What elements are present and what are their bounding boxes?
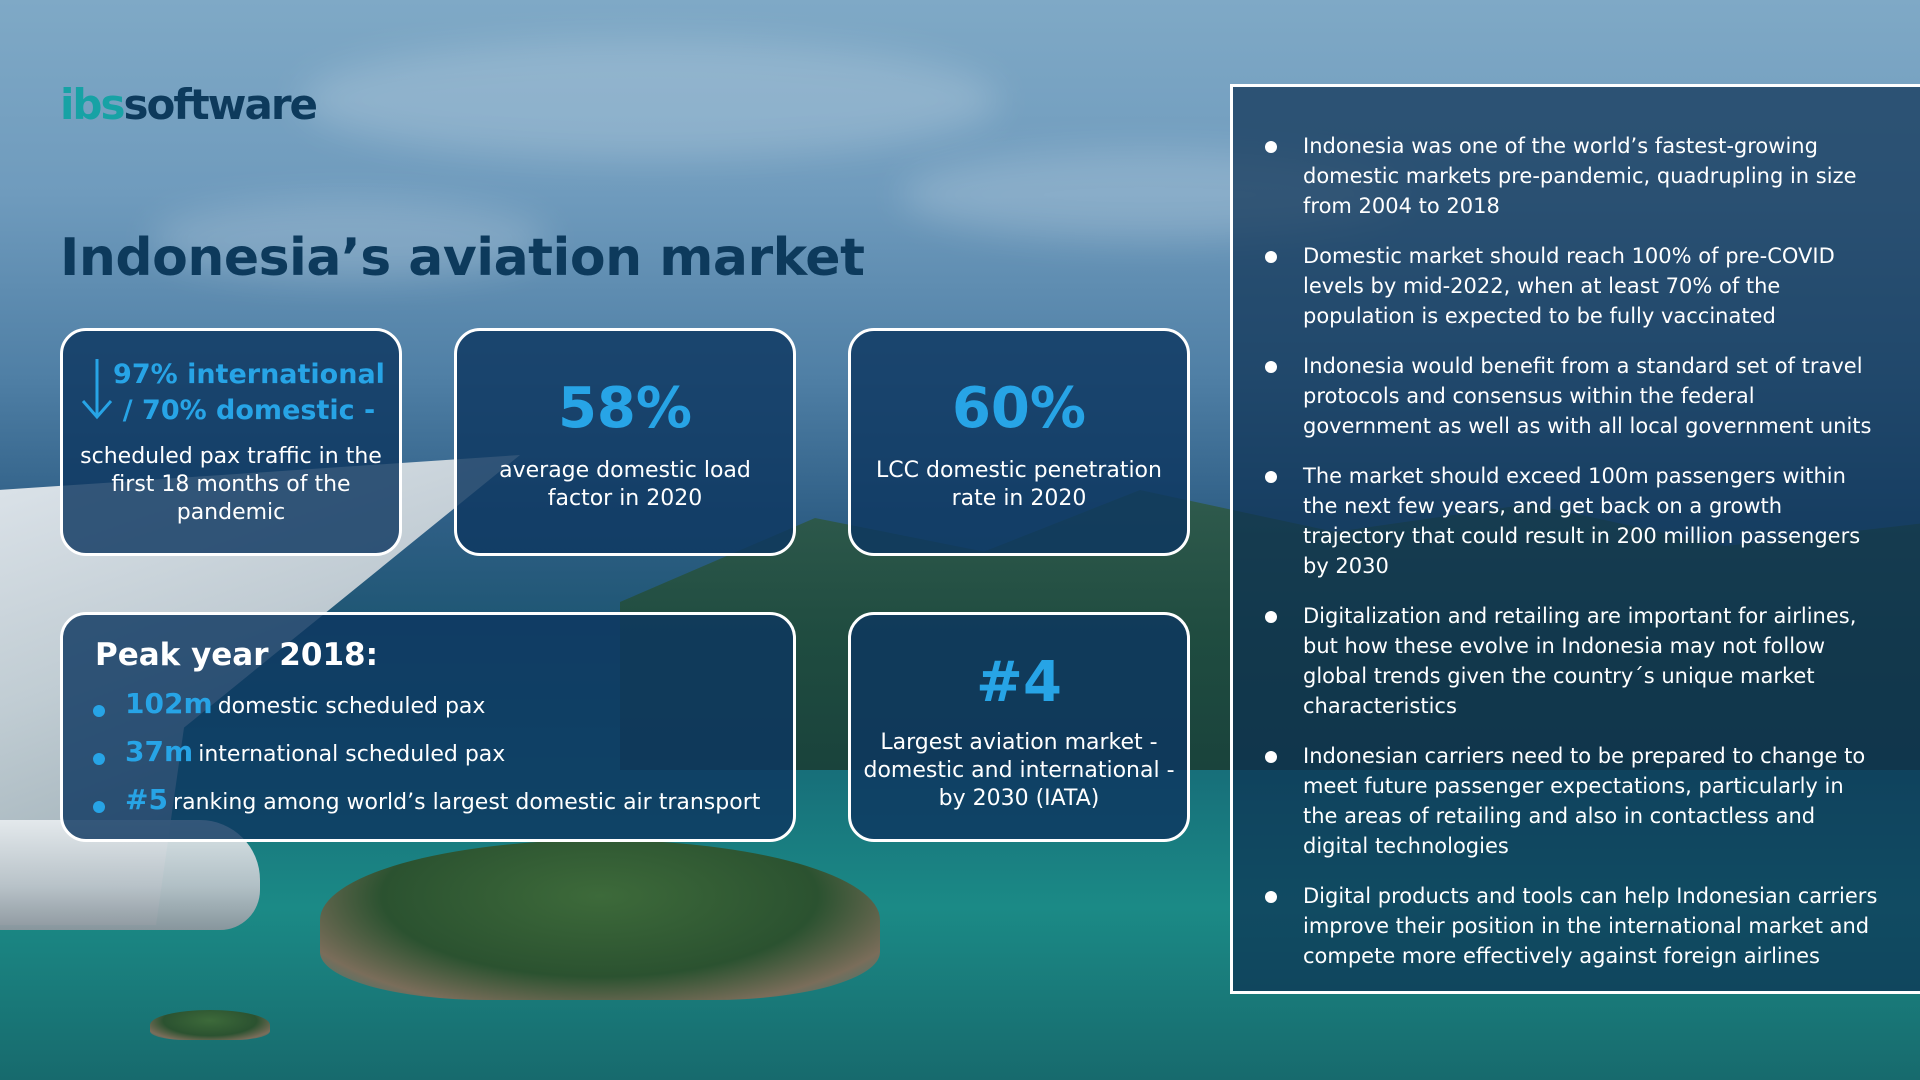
list-item: #5 ranking among world’s largest domesti… (93, 783, 760, 831)
ranking-value: #4 (976, 650, 1062, 715)
bullet-dot-icon (1265, 141, 1277, 153)
insights-list: Indonesia was one of the world’s fastest… (1233, 87, 1920, 971)
peak-item-number: 102m (125, 687, 213, 720)
list-item: Digital products and tools can help Indo… (1261, 881, 1883, 971)
peak-item-number: #5 (125, 783, 168, 816)
bullet-dot-icon (1265, 471, 1277, 483)
insight-text: Indonesian carriers need to be prepared … (1303, 744, 1866, 858)
peak-item-text: international scheduled pax (198, 742, 506, 767)
island-small (150, 1010, 270, 1040)
stat-card-lcc-penetration: 60% LCC domestic penetration rate in 202… (848, 328, 1190, 556)
bullet-dot-icon (93, 801, 105, 813)
insight-text: Indonesia would benefit from a standard … (1303, 354, 1872, 438)
list-item: Indonesia was one of the world’s fastest… (1261, 131, 1883, 221)
lcc-description: LCC domestic penetration rate in 2020 (876, 458, 1162, 511)
insight-text: Domestic market should reach 100% of pre… (1303, 244, 1835, 328)
island-foreground (320, 840, 880, 1000)
list-item: Digitalization and retailing are importa… (1261, 601, 1883, 721)
traffic-headline: 97% international / 70% domestic - (113, 359, 385, 426)
logo-part-ibs: ibs (60, 80, 125, 129)
insight-text: Digital products and tools can help Indo… (1303, 884, 1878, 968)
stat-card-load-factor: 58% average domestic load factor in 2020 (454, 328, 796, 556)
insight-text: The market should exceed 100m passengers… (1303, 464, 1861, 578)
company-logo: ibssoftware (60, 80, 318, 129)
load-factor-value: 58% (557, 376, 693, 441)
lcc-value: 60% (951, 376, 1087, 441)
cloud-decoration (300, 40, 1000, 160)
stat-card-market-ranking: #4 Largest aviation market - domestic an… (848, 612, 1190, 842)
load-factor-description: average domestic load factor in 2020 (499, 458, 751, 511)
list-item: Domestic market should reach 100% of pre… (1261, 241, 1883, 331)
list-item: 37m international scheduled pax (93, 735, 760, 783)
stat-card-traffic-decline: 97% international / 70% domestic - sched… (60, 328, 402, 556)
peak-item-text: ranking among world’s largest domestic a… (173, 790, 761, 815)
peak-year-title: Peak year 2018: (95, 637, 378, 673)
bullet-dot-icon (93, 705, 105, 717)
logo-part-software: software (123, 80, 318, 129)
peak-year-list: 102m domestic scheduled pax 37m internat… (93, 687, 760, 831)
insight-text: Digitalization and retailing are importa… (1303, 604, 1857, 718)
insights-panel: Indonesia was one of the world’s fastest… (1230, 84, 1920, 994)
bullet-dot-icon (1265, 751, 1277, 763)
peak-item-number: 37m (125, 735, 194, 768)
cloud-decoration (150, 200, 550, 280)
list-item: Indonesia would benefit from a standard … (1261, 351, 1883, 441)
traffic-description: scheduled pax traffic in the first 18 mo… (80, 444, 382, 525)
page-title: Indonesia’s aviation market (60, 228, 865, 288)
insight-text: Indonesia was one of the world’s fastest… (1303, 134, 1857, 218)
list-item: Indonesian carriers need to be prepared … (1261, 741, 1883, 861)
list-item: The market should exceed 100m passengers… (1261, 461, 1883, 581)
list-item: 102m domestic scheduled pax (93, 687, 760, 735)
bullet-dot-icon (1265, 251, 1277, 263)
bullet-dot-icon (93, 753, 105, 765)
bullet-dot-icon (1265, 891, 1277, 903)
peak-item-text: domestic scheduled pax (217, 694, 486, 719)
arrow-down-icon (81, 359, 113, 420)
peak-year-card: Peak year 2018: 102m domestic scheduled … (60, 612, 796, 842)
bullet-dot-icon (1265, 361, 1277, 373)
bullet-dot-icon (1265, 611, 1277, 623)
ranking-description: Largest aviation market - domestic and i… (863, 730, 1175, 811)
